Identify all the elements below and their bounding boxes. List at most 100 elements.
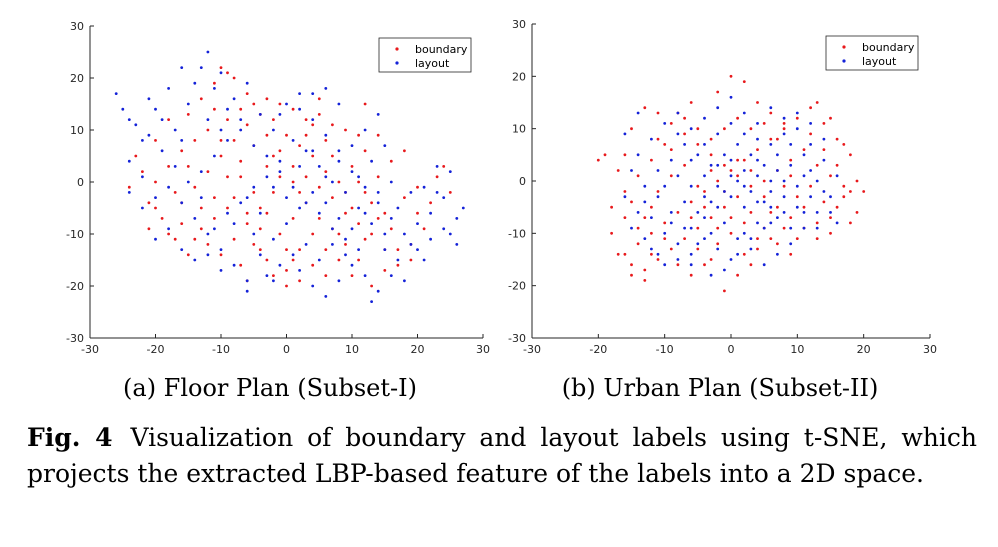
boundary-point [729,231,733,235]
layout-point [331,180,334,184]
layout-point [716,106,720,110]
layout-point [186,102,190,106]
layout-point [723,190,726,193]
boundary-point [696,143,700,146]
layout-point [809,122,812,125]
layout-point [815,226,819,230]
boundary-point [448,191,452,194]
layout-point [193,81,197,85]
boundary-point [596,158,600,162]
boundary-point [291,258,295,262]
boundary-point [842,195,846,199]
boundary-point [304,118,308,121]
layout-point [769,205,773,209]
layout-point [442,227,446,231]
layout-point [199,66,203,69]
boundary-point [749,211,753,214]
layout-point [742,184,746,188]
boundary-point [311,263,315,267]
layout-point [232,97,236,101]
boundary-point [219,139,223,142]
layout-point [141,175,144,179]
boundary-point [769,137,773,141]
layout-point [723,153,726,157]
layout-point [363,185,367,189]
boundary-point [239,159,243,163]
layout-point [663,231,667,235]
layout-point [219,248,223,252]
layout-point [416,248,419,252]
layout-point [736,252,739,256]
boundary-point [167,165,171,168]
layout-point [650,247,653,251]
layout-point [696,242,700,246]
x-tick-label: -10 [212,343,230,356]
layout-point [180,66,184,69]
boundary-point [683,132,686,136]
boundary-point [789,174,793,178]
layout-point [422,258,426,262]
layout-point [709,163,713,167]
x-tick-label: -20 [147,343,165,356]
layout-point [756,221,759,225]
layout-point [729,158,733,162]
layout-point [258,211,262,215]
layout-point [776,169,779,172]
layout-point [370,159,373,163]
boundary-point [696,247,700,251]
layout-point [311,92,315,95]
boundary-point [298,248,301,252]
layout-point [795,205,799,209]
boundary-point [849,153,852,157]
layout-point [298,165,301,168]
x-tick-label: 30 [476,343,490,356]
legend-label-boundary: boundary [415,43,468,56]
layout-point [298,269,301,272]
layout-point [689,263,693,267]
scatter-plot-floor-plan: -30 -20 -10 0 10 20 30 -30 -20 -10 0 10 20 30 boundary… [66,20,490,356]
layout-point [350,227,354,231]
boundary-point [232,76,236,80]
boundary-point [370,232,373,236]
layout-point [789,163,793,167]
boundary-point [703,263,706,267]
boundary-point [603,153,607,157]
layout-point [716,163,720,167]
layout-point [749,237,753,241]
layout-point [802,211,806,214]
boundary-point [742,221,746,225]
boundary-point [842,143,846,146]
layout-point [643,200,647,204]
layout-point [676,174,680,178]
boundary-point [623,153,627,157]
boundary-point [232,237,236,241]
layout-point [370,222,373,226]
boundary-point [689,216,693,220]
boundary-point [376,175,380,179]
layout-point [756,122,759,125]
boundary-point [219,154,223,158]
layout-point [815,211,819,214]
boundary-point [317,113,321,116]
boundary-point [729,74,733,78]
boundary-point [650,158,653,162]
boundary-point [252,191,256,194]
layout-point [350,263,354,267]
layout-point [285,222,288,226]
boundary-point [716,90,720,94]
layout-point [736,143,739,146]
layout-point [663,263,667,267]
layout-point [669,158,673,162]
layout-point [789,242,793,246]
boundary-point [199,227,203,231]
boundary-point [782,127,786,131]
boundary-point [789,158,793,162]
layout-point [324,133,328,137]
boundary-point [789,252,793,256]
y-tick-label: 10 [70,124,84,137]
layout-point [756,174,759,178]
layout-point [448,232,452,236]
boundary-point [278,175,282,179]
layout-point [435,165,439,168]
